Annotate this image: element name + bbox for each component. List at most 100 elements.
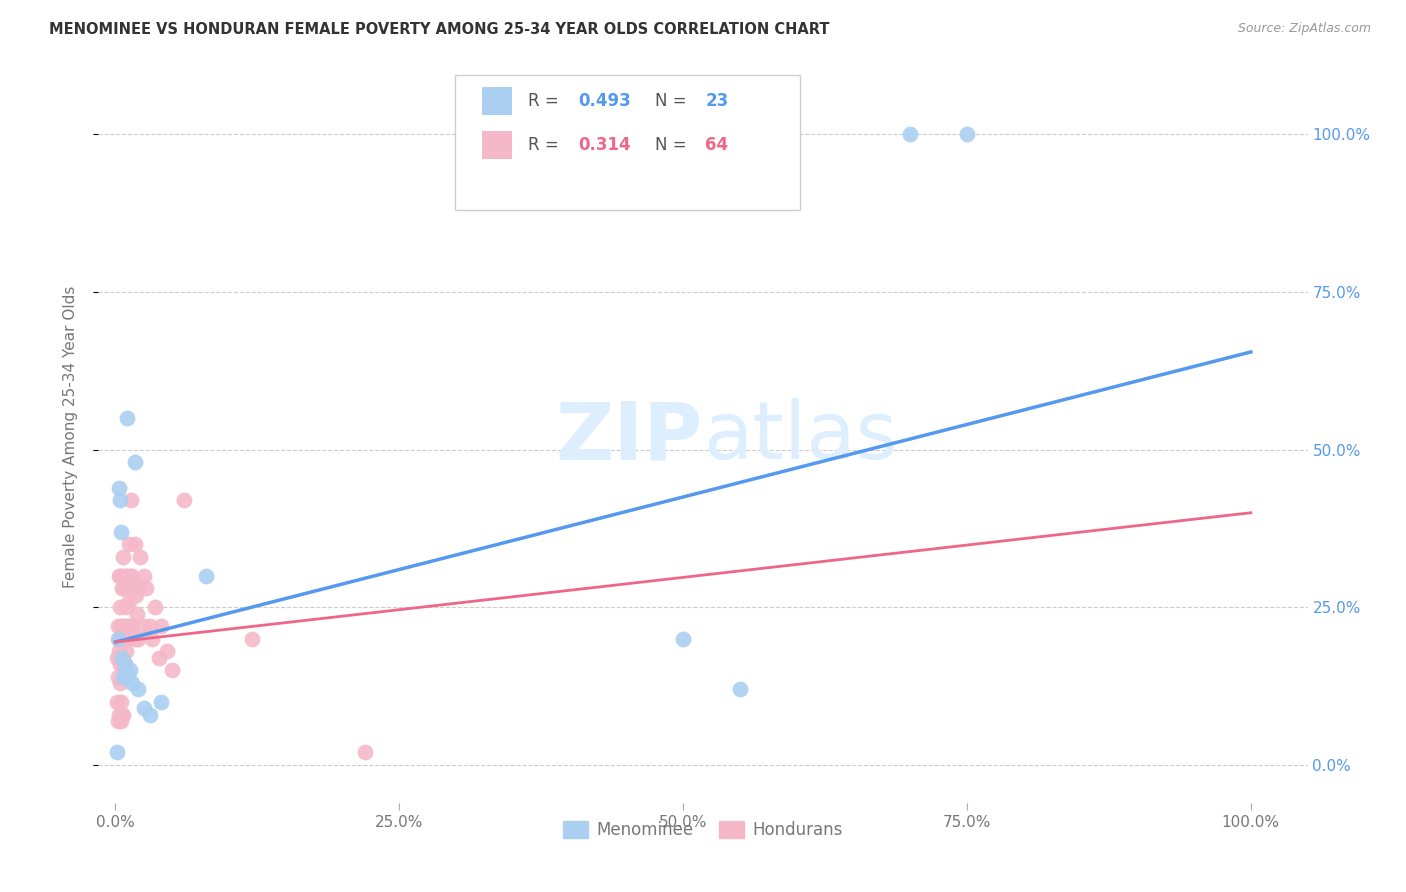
Point	[117, 582, 139, 596]
Point	[127, 632, 149, 646]
Point	[108, 569, 131, 583]
Point	[108, 644, 131, 658]
Point	[240, 632, 263, 646]
Point	[121, 619, 143, 633]
Text: N =: N =	[655, 136, 692, 154]
Text: 0.493: 0.493	[578, 93, 631, 111]
Point	[132, 619, 155, 633]
Point	[107, 714, 129, 728]
Point	[125, 607, 148, 621]
Text: atlas: atlas	[703, 398, 897, 476]
Point	[148, 650, 170, 665]
Point	[108, 493, 131, 508]
Text: Source: ZipAtlas.com: Source: ZipAtlas.com	[1237, 22, 1371, 36]
Point	[115, 411, 138, 425]
Point	[956, 128, 979, 142]
Point	[112, 670, 135, 684]
Point	[110, 714, 132, 728]
Point	[120, 619, 142, 633]
Text: N =: N =	[655, 93, 692, 111]
Point	[120, 569, 142, 583]
Point	[112, 632, 135, 646]
Point	[112, 670, 135, 684]
Point	[107, 670, 129, 684]
Point	[898, 128, 921, 142]
Point	[110, 619, 132, 633]
Point	[120, 493, 142, 508]
FancyBboxPatch shape	[456, 75, 800, 211]
Point	[107, 619, 129, 633]
Legend: Menominee, Hondurans: Menominee, Hondurans	[557, 814, 849, 846]
Point	[115, 569, 138, 583]
Point	[108, 657, 131, 671]
Point	[125, 632, 148, 646]
Point	[173, 493, 195, 508]
Point	[108, 632, 131, 646]
Text: 64: 64	[706, 136, 728, 154]
Point	[105, 745, 128, 759]
Point	[114, 600, 136, 615]
Point	[105, 650, 128, 665]
Point	[124, 455, 146, 469]
Point	[114, 657, 136, 671]
Point	[354, 745, 377, 759]
Point	[114, 569, 136, 583]
Point	[108, 676, 131, 690]
Point	[132, 701, 155, 715]
Point	[111, 650, 134, 665]
Point	[114, 657, 136, 671]
Y-axis label: Female Poverty Among 25-34 Year Olds: Female Poverty Among 25-34 Year Olds	[63, 286, 77, 588]
Point	[117, 632, 139, 646]
Point	[112, 707, 135, 722]
Point	[120, 664, 142, 678]
Point	[160, 664, 183, 678]
Point	[141, 632, 163, 646]
Point	[195, 569, 218, 583]
Point	[124, 537, 146, 551]
Point	[110, 650, 132, 665]
Text: 0.314: 0.314	[578, 136, 631, 154]
Point	[108, 707, 131, 722]
Point	[149, 695, 172, 709]
Point	[108, 600, 131, 615]
Point	[108, 569, 131, 583]
Point	[127, 682, 149, 697]
Text: 23: 23	[706, 93, 728, 111]
Point	[107, 632, 129, 646]
Point	[114, 619, 136, 633]
Point	[149, 619, 172, 633]
Point	[155, 644, 177, 658]
Bar	[482, 131, 512, 159]
Point	[118, 594, 141, 608]
Text: R =: R =	[527, 136, 564, 154]
Point	[138, 707, 160, 722]
Point	[672, 632, 695, 646]
Point	[111, 619, 134, 633]
Point	[111, 707, 134, 722]
Text: ZIP: ZIP	[555, 398, 703, 476]
Point	[114, 644, 136, 658]
Point	[127, 582, 149, 596]
Point	[122, 582, 145, 596]
Point	[125, 588, 148, 602]
Text: MENOMINEE VS HONDURAN FEMALE POVERTY AMONG 25-34 YEAR OLDS CORRELATION CHART: MENOMINEE VS HONDURAN FEMALE POVERTY AMO…	[49, 22, 830, 37]
Point	[110, 569, 132, 583]
Point	[111, 657, 134, 671]
Point	[117, 670, 139, 684]
Point	[111, 582, 134, 596]
Point	[129, 549, 152, 564]
Point	[135, 582, 157, 596]
Point	[115, 619, 138, 633]
Point	[143, 600, 166, 615]
Point	[110, 695, 132, 709]
Point	[108, 481, 131, 495]
Point	[118, 537, 141, 551]
Point	[105, 695, 128, 709]
Point	[112, 582, 135, 596]
Point	[132, 569, 155, 583]
Bar	[482, 87, 512, 115]
Point	[138, 619, 160, 633]
Point	[110, 524, 132, 539]
Point	[121, 569, 143, 583]
Point	[112, 549, 135, 564]
